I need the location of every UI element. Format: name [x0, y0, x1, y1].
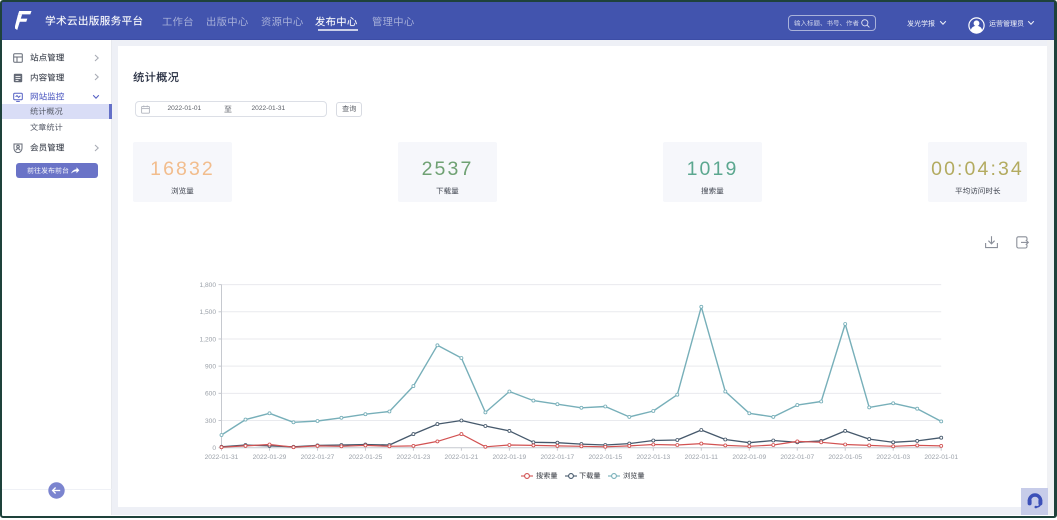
svg-text:2022-01-21: 2022-01-21 — [445, 454, 479, 461]
svg-text:1,200: 1,200 — [199, 336, 216, 343]
svg-text:2022-01-13: 2022-01-13 — [636, 454, 670, 461]
svg-text:2022-01-17: 2022-01-17 — [540, 454, 574, 461]
svg-text:0: 0 — [212, 445, 216, 452]
svg-text:2022-01-19: 2022-01-19 — [493, 454, 527, 461]
svg-text:300: 300 — [205, 418, 216, 425]
svg-text:2022-01-29: 2022-01-29 — [253, 454, 287, 461]
svg-text:2022-01-05: 2022-01-05 — [828, 454, 862, 461]
svg-text:900: 900 — [205, 363, 216, 370]
svg-text:2022-01-27: 2022-01-27 — [301, 454, 335, 461]
svg-text:2022-01-31: 2022-01-31 — [205, 454, 239, 461]
svg-text:600: 600 — [205, 391, 216, 398]
svg-text:2022-01-03: 2022-01-03 — [876, 454, 910, 461]
svg-text:1,500: 1,500 — [199, 309, 216, 316]
svg-text:2022-01-01: 2022-01-01 — [924, 454, 958, 461]
svg-text:2022-01-23: 2022-01-23 — [397, 454, 431, 461]
svg-text:1,800: 1,800 — [199, 282, 216, 289]
svg-text:2022-01-11: 2022-01-11 — [685, 454, 719, 461]
svg-text:2022-01-09: 2022-01-09 — [732, 454, 766, 461]
svg-text:2022-01-25: 2022-01-25 — [349, 454, 383, 461]
svg-text:2022-01-07: 2022-01-07 — [780, 454, 814, 461]
svg-text:2022-01-15: 2022-01-15 — [588, 454, 622, 461]
